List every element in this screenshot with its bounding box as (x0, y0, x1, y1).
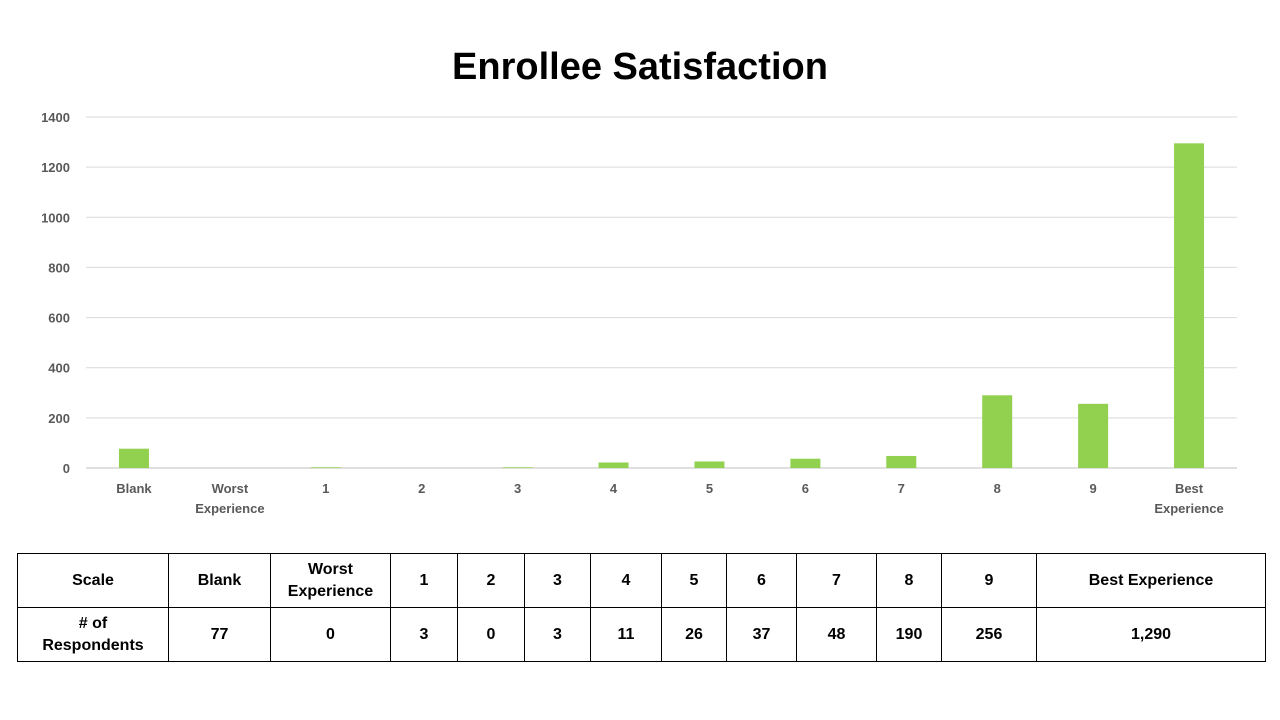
y-tick-label: 1200 (41, 160, 70, 175)
table-header-cell: 9 (941, 553, 1037, 608)
bar-chart: 0 200 400 600 800 1000 1200 1400 Blank Worst Expe… (41, 110, 1237, 516)
table-header-cell: 8 (876, 553, 942, 608)
x-category-label: Worst Experience (195, 481, 264, 516)
table-cell: 48 (796, 607, 877, 662)
table-cell: 11 (590, 607, 662, 662)
bar (310, 467, 341, 468)
table-header-cell: Scale (17, 553, 169, 608)
x-category-label: 3 (514, 481, 521, 496)
table-header-cell: Worst Experience (270, 553, 391, 608)
table-cell: 190 (876, 607, 942, 662)
table-cell: 0 (457, 607, 525, 662)
bar (1174, 143, 1205, 468)
x-category-label: 1 (322, 481, 329, 496)
y-tick-label: 0 (63, 461, 70, 476)
y-tick-label: 1000 (41, 210, 70, 225)
bar (790, 458, 821, 468)
bar (1078, 403, 1109, 468)
y-tick-label: 800 (48, 260, 70, 275)
bars (118, 143, 1205, 468)
y-tick-label: 1400 (41, 110, 70, 125)
bar (886, 455, 917, 468)
bar (982, 395, 1013, 468)
table-header-cell: 3 (524, 553, 591, 608)
x-category-label: 4 (610, 481, 618, 496)
table-cell: 256 (941, 607, 1037, 662)
table-cell: # of Respondents (17, 607, 169, 662)
bar (694, 461, 725, 468)
table-header-cell: 6 (726, 553, 797, 608)
table-row-respondents: # of Respondents 77 0 3 0 3 11 26 37 48 190 256 1,290 (17, 607, 1266, 662)
table-cell: 3 (524, 607, 591, 662)
table-header-cell: 7 (796, 553, 877, 608)
table-header-cell: Best Experience (1036, 553, 1266, 608)
x-category-label: 7 (898, 481, 905, 496)
x-category-label: 5 (706, 481, 713, 496)
x-category-label: 8 (994, 481, 1001, 496)
table-header-cell: Blank (168, 553, 271, 608)
table-header-cell: 1 (390, 553, 458, 608)
table-cell: 77 (168, 607, 271, 662)
bar (118, 448, 149, 468)
data-table: Scale Blank Worst Experience 1 2 3 4 5 6 7 8 9 Best E… (17, 553, 1266, 662)
table-cell: 37 (726, 607, 797, 662)
table-cell: 3 (390, 607, 458, 662)
chart-title: Enrollee Satisfaction (452, 46, 828, 88)
y-axis-tick-labels: 0 200 400 600 800 1000 1200 1400 (41, 110, 70, 476)
x-category-label: Best Experience (1154, 481, 1223, 516)
grid-lines (86, 116, 1237, 469)
table-header-cell: 4 (590, 553, 662, 608)
x-category-label: Blank (116, 481, 152, 496)
bar (502, 467, 533, 468)
table-cell: 0 (270, 607, 391, 662)
x-category-label: 2 (418, 481, 425, 496)
table-cell: 1,290 (1036, 607, 1266, 662)
y-tick-label: 600 (48, 311, 70, 326)
table-cell: 26 (661, 607, 727, 662)
table-row-scale: Scale Blank Worst Experience 1 2 3 4 5 6 7 8 9 Best E… (17, 553, 1266, 608)
table-header-cell: 5 (661, 553, 727, 608)
y-tick-label: 200 (48, 411, 70, 426)
x-category-label: 9 (1090, 481, 1097, 496)
x-category-label: 6 (802, 481, 809, 496)
table-header-cell: 2 (457, 553, 525, 608)
y-tick-label: 400 (48, 361, 70, 376)
x-axis-category-labels: Blank Worst Experience 1 2 3 4 5 6 7 8 9 Best Experie… (116, 481, 1223, 516)
bar (598, 462, 629, 468)
